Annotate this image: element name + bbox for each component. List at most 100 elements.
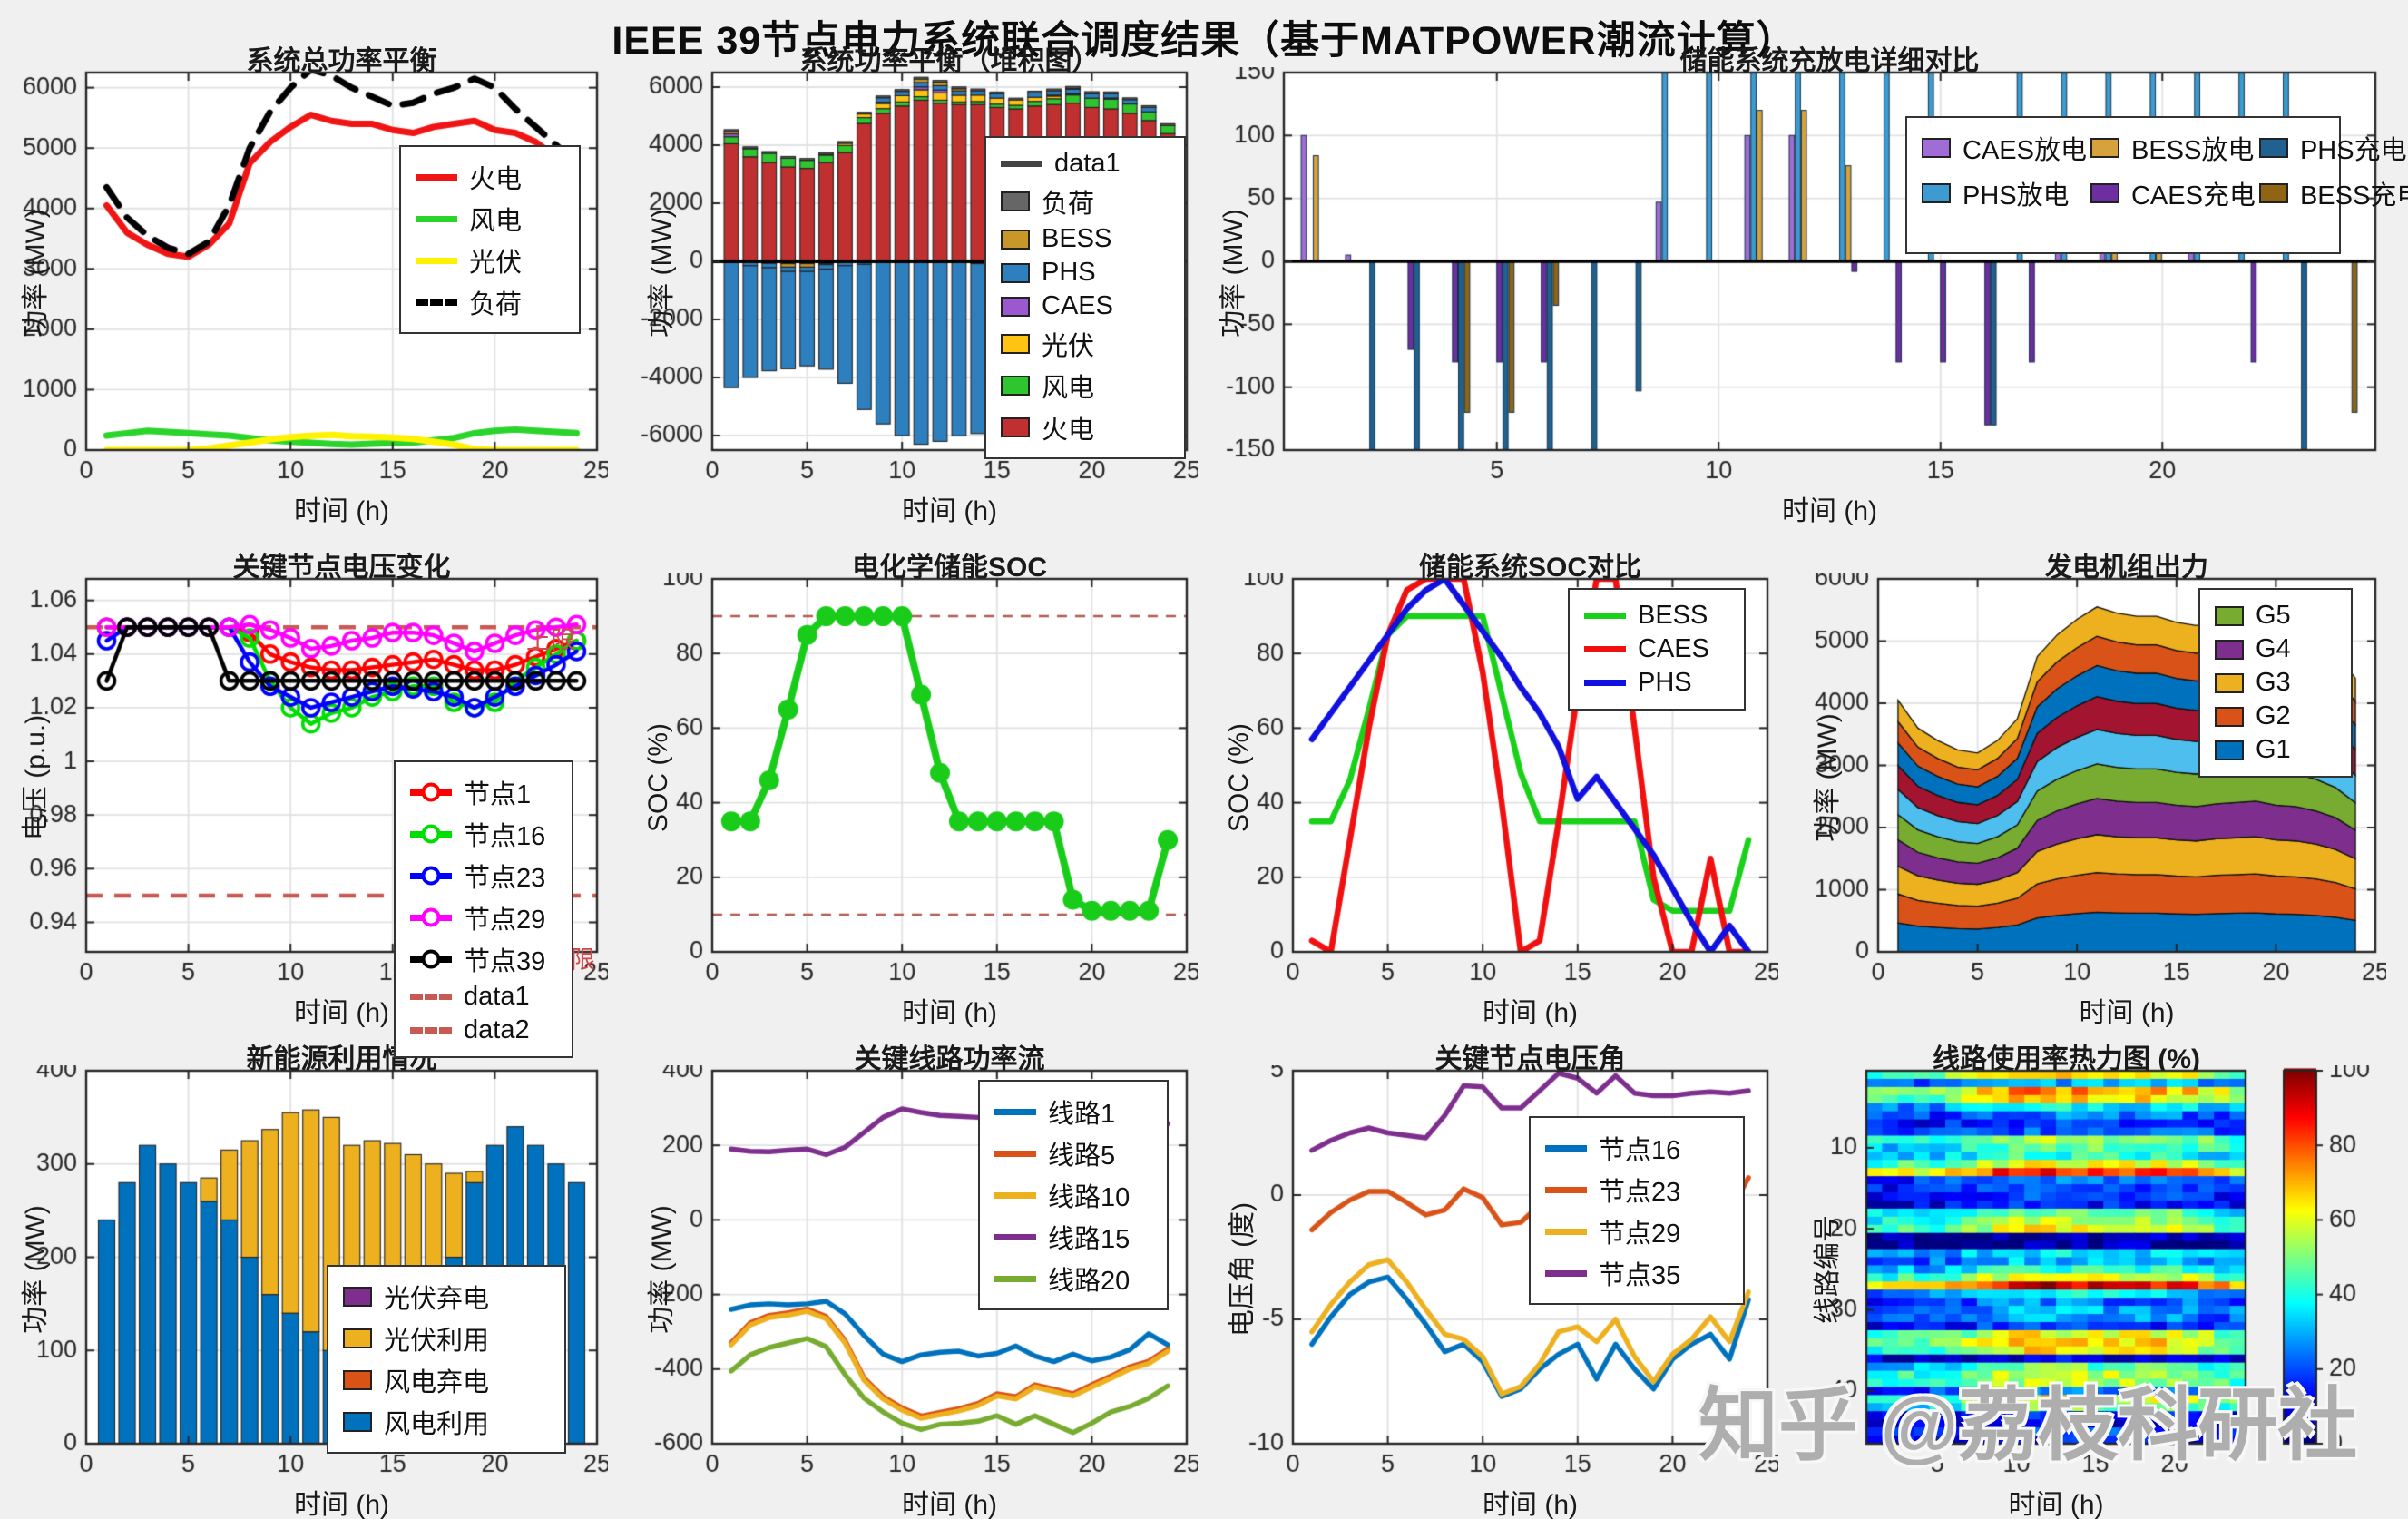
x-axis-label: 时间 (h) <box>294 496 389 526</box>
chart-soc-compare: 储能系统SOC对比 时间 (h) SOC (%) BESS CAES PHS <box>1216 544 1778 1030</box>
legend-swatch <box>1001 376 1030 396</box>
legend-swatch <box>2258 138 2288 158</box>
legend-swatch <box>410 1027 452 1034</box>
legend-label: 光伏弃电 <box>384 1285 490 1314</box>
legend: 火电风电 光伏负荷 <box>399 145 581 334</box>
legend-swatch <box>2215 706 2244 727</box>
legend-item: 线路10 <box>994 1176 1152 1214</box>
legend-item: G2 <box>2215 701 2336 731</box>
x-axis-label: 时间 (h) <box>902 1490 997 1519</box>
legend-item: PHS充电 <box>2258 129 2408 167</box>
legend-swatch <box>416 173 457 181</box>
legend: 光伏弃电 光伏利用 风电弃电 风电利用 <box>327 1265 566 1454</box>
legend-item: 风电 <box>416 200 564 238</box>
legend-swatch <box>994 1233 1036 1240</box>
legend-swatch <box>410 824 452 844</box>
legend-item: 光伏弃电 <box>343 1278 550 1316</box>
chart-renewables: 新能源利用情况 时间 (h) 功率 (MW) 光伏弃电 光伏利用 风电弃电 风电利用 <box>9 1036 608 1519</box>
legend-swatch <box>416 215 457 222</box>
legend-label: data2 <box>464 1015 530 1044</box>
legend: CAES放电PHS放电BESS放电CAES充电PHS充电BESS充电data1 <box>1905 116 2408 254</box>
legend-label: 节点35 <box>1599 1261 1681 1290</box>
legend-item: data2 <box>410 1015 557 1045</box>
chart-utilization-heatmap: 线路使用率热力图 (%) 时间 (h) 线路编号 <box>1801 1036 2400 1519</box>
legend: 节点1 节点16 节点23 节点29 节点39 data1 data2 <box>394 760 573 1058</box>
legend-item: 风电弃电 <box>343 1361 550 1399</box>
legend-item: 节点1 <box>410 773 557 811</box>
legend-item: CAES充电 <box>2090 174 2256 212</box>
legend-swatch <box>1001 262 1030 283</box>
legend-swatch <box>1001 161 1042 167</box>
legend-item: 光伏利用 <box>343 1319 550 1357</box>
y-axis-label: 功率 (MW) <box>647 1204 677 1334</box>
legend-label: 火电 <box>469 165 523 194</box>
legend-item: 火电 <box>1001 408 1170 446</box>
legend-swatch <box>2215 672 2244 693</box>
x-axis-label: 时间 (h) <box>1483 998 1578 1028</box>
legend-item: 风电 <box>1001 367 1170 405</box>
legend-item: PHS放电 <box>1922 174 2087 212</box>
legend-label: G5 <box>2256 601 2291 630</box>
legend-item: G5 <box>2215 601 2336 631</box>
legend-label: BESS <box>1042 224 1112 253</box>
legend-item: 光伏 <box>416 241 564 279</box>
x-axis-label: 时间 (h) <box>1782 496 1877 526</box>
legend-item: data1 <box>410 982 557 1012</box>
legend-label: 负荷 <box>1042 190 1095 219</box>
y-axis-label: 电压 (p.u.) <box>21 714 51 840</box>
legend-item: 节点16 <box>410 815 557 853</box>
legend-label: PHS <box>1638 668 1692 697</box>
legend-label: PHS放电 <box>1963 181 2070 211</box>
x-axis-label: 时间 (h) <box>1483 1490 1578 1519</box>
legend-swatch <box>1922 138 1951 158</box>
legend-label: 光伏利用 <box>384 1327 490 1356</box>
y-axis-label: 功率 (MW) <box>647 209 677 338</box>
legend-label: CAES放电 <box>1963 136 2087 165</box>
legend: 线路1 线路5 线路10 线路15 线路20 <box>978 1080 1169 1310</box>
legend-swatch <box>2215 639 2244 660</box>
x-axis-label: 时间 (h) <box>2008 1490 2104 1519</box>
legend-item: 负荷 <box>416 283 564 321</box>
legend-label: 线路20 <box>1048 1267 1131 1296</box>
legend-swatch <box>994 1150 1036 1157</box>
legend-item: 线路15 <box>994 1218 1152 1256</box>
x-axis-label: 时间 (h) <box>294 998 389 1028</box>
legend-swatch <box>1584 612 1626 619</box>
y-axis-label: 功率 (MW) <box>21 1204 51 1334</box>
legend-label: BESS <box>1638 601 1708 630</box>
legend-item: data1 <box>1001 149 1170 179</box>
upper-limit-annotation: 上限 <box>526 627 575 654</box>
chart-voltage-angle: 关键节点电压角 时间 (h) 电压角 (度) 节点16 节点23 节点29 节点35 <box>1216 1036 1778 1519</box>
legend-swatch <box>343 1412 372 1432</box>
chart-bess-soc: 电化学储能SOC 时间 (h) SOC (%) <box>635 544 1198 1030</box>
legend-item: 火电 <box>416 158 564 196</box>
chart-node-voltage: 关键节点电压变化 上限 下限 时间 (h) 电压 (p.u.) 节点1节点16节… <box>9 544 608 1058</box>
legend-label: 线路5 <box>1048 1142 1116 1171</box>
legend-label: 负荷 <box>469 290 523 319</box>
legend-swatch <box>1001 191 1030 211</box>
legend-label: data1 <box>1054 149 1121 178</box>
legend-swatch <box>2090 138 2119 158</box>
legend-item: CAES放电 <box>1922 129 2087 167</box>
legend-swatch <box>994 1108 1036 1115</box>
legend-label: PHS <box>1042 258 1096 287</box>
legend-label: G3 <box>2256 668 2291 697</box>
legend-swatch <box>1545 1269 1587 1277</box>
chart-power-balance: 系统总功率平衡 时间 (h) 功率 (MW) 火电 风电 光伏 负荷 <box>9 38 608 528</box>
legend-label: G1 <box>2256 735 2291 764</box>
legend-swatch <box>410 866 452 886</box>
legend-swatch <box>1922 183 1951 203</box>
legend-item: G4 <box>2215 634 2336 664</box>
y-axis-label: SOC (%) <box>643 722 673 832</box>
legend-label: 风电弃电 <box>384 1368 490 1397</box>
bess-soc-plot <box>635 573 1198 995</box>
legend-swatch <box>343 1328 372 1348</box>
legend-swatch <box>410 907 452 927</box>
legend-swatch <box>1545 1186 1587 1193</box>
legend-item: PHS <box>1001 258 1170 288</box>
legend-label: CAES <box>1638 634 1709 663</box>
legend-label: G4 <box>2256 634 2291 663</box>
legend-label: 节点16 <box>1599 1136 1681 1165</box>
legend: 节点16 节点23 节点29 节点35 <box>1529 1116 1745 1305</box>
legend-label: 节点39 <box>464 947 546 976</box>
